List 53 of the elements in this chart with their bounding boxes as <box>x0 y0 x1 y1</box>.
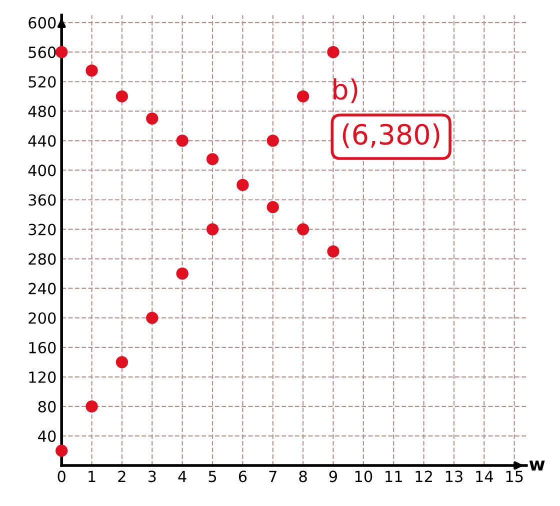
point <box>116 90 128 102</box>
y-tick-label: 240 <box>28 282 56 294</box>
x-tick-label: 10 <box>355 470 372 482</box>
point <box>86 64 98 77</box>
point <box>206 153 219 166</box>
point <box>296 223 310 236</box>
point <box>176 268 188 280</box>
point <box>236 178 249 192</box>
point <box>327 245 340 258</box>
x-tick-label: 1 <box>88 470 96 482</box>
point <box>86 400 98 413</box>
y-tick-label: 400 <box>28 164 56 176</box>
y-tick-label: 160 <box>29 342 56 354</box>
x-tick-label: 14 <box>476 470 494 482</box>
x-tick-label: 11 <box>386 470 402 482</box>
point <box>296 90 310 102</box>
y-tick-label: 200 <box>28 312 56 324</box>
y-tick-label: 80 <box>38 400 56 412</box>
point <box>176 134 188 147</box>
y-tick-label: 360 <box>28 194 56 206</box>
x-tick-label: 4 <box>178 470 186 482</box>
x-tick-label: 3 <box>148 470 156 482</box>
point <box>116 356 128 368</box>
y-tick-label: 120 <box>29 371 56 383</box>
point <box>146 112 158 125</box>
x-axis-title: w <box>529 460 545 470</box>
y-tick-label: 520 <box>28 76 56 88</box>
x-tick-label: 13 <box>446 470 462 482</box>
point <box>266 134 279 147</box>
x-tick-label: 15 <box>506 470 523 482</box>
y-tick-label: 320 <box>28 224 56 236</box>
y-tick-label: 440 <box>28 135 56 147</box>
x-tick-label: 0 <box>58 470 66 482</box>
x-tick-label: 6 <box>238 470 247 482</box>
y-tick-label: 480 <box>28 106 56 118</box>
annotation: (6,380) <box>342 123 440 148</box>
point <box>206 223 219 236</box>
point <box>266 201 279 214</box>
y-tick-label: 560 <box>28 46 56 58</box>
y-tick-label: 280 <box>28 253 56 265</box>
x-tick-label: 5 <box>208 470 216 482</box>
point <box>327 46 340 58</box>
x-tick-label: 7 <box>269 470 276 482</box>
x-tick-label: 8 <box>299 470 307 482</box>
x-tick-label: 12 <box>416 470 432 482</box>
point <box>56 444 68 457</box>
point <box>56 46 68 58</box>
y-tick-label: 40 <box>38 430 56 442</box>
point <box>146 312 158 324</box>
annotation: b) <box>334 78 358 104</box>
x-tick-label: 2 <box>118 470 126 482</box>
x-tick-label: 9 <box>329 470 338 482</box>
y-tick-label: 600 <box>28 17 56 29</box>
